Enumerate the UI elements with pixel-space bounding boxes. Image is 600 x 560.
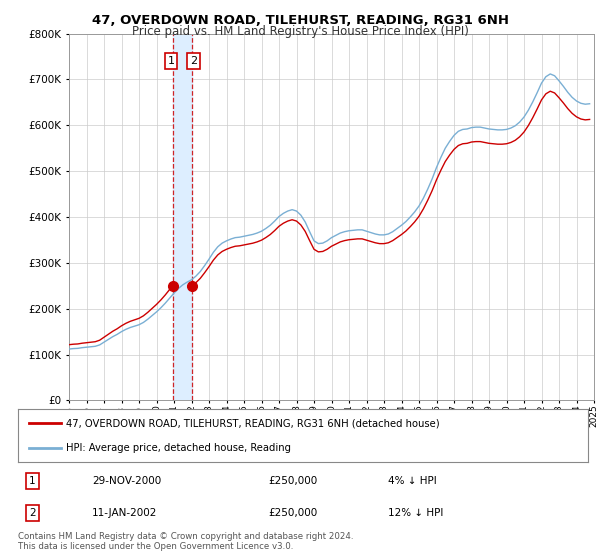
Text: 1: 1 <box>168 56 175 66</box>
Text: 29-NOV-2000: 29-NOV-2000 <box>92 476 161 486</box>
Text: 1: 1 <box>29 476 35 486</box>
Text: 11-JAN-2002: 11-JAN-2002 <box>92 508 157 518</box>
Text: 47, OVERDOWN ROAD, TILEHURST, READING, RG31 6NH: 47, OVERDOWN ROAD, TILEHURST, READING, R… <box>91 14 509 27</box>
Text: £250,000: £250,000 <box>269 476 318 486</box>
Text: 12% ↓ HPI: 12% ↓ HPI <box>389 508 444 518</box>
Text: HPI: Average price, detached house, Reading: HPI: Average price, detached house, Read… <box>67 442 292 452</box>
Text: 2: 2 <box>29 508 35 518</box>
Text: Price paid vs. HM Land Registry's House Price Index (HPI): Price paid vs. HM Land Registry's House … <box>131 25 469 38</box>
Text: 47, OVERDOWN ROAD, TILEHURST, READING, RG31 6NH (detached house): 47, OVERDOWN ROAD, TILEHURST, READING, R… <box>67 418 440 428</box>
Text: Contains HM Land Registry data © Crown copyright and database right 2024.
This d: Contains HM Land Registry data © Crown c… <box>18 532 353 552</box>
Text: 4% ↓ HPI: 4% ↓ HPI <box>389 476 437 486</box>
Bar <box>173 34 192 400</box>
Text: £250,000: £250,000 <box>269 508 318 518</box>
Text: 2: 2 <box>190 56 197 66</box>
